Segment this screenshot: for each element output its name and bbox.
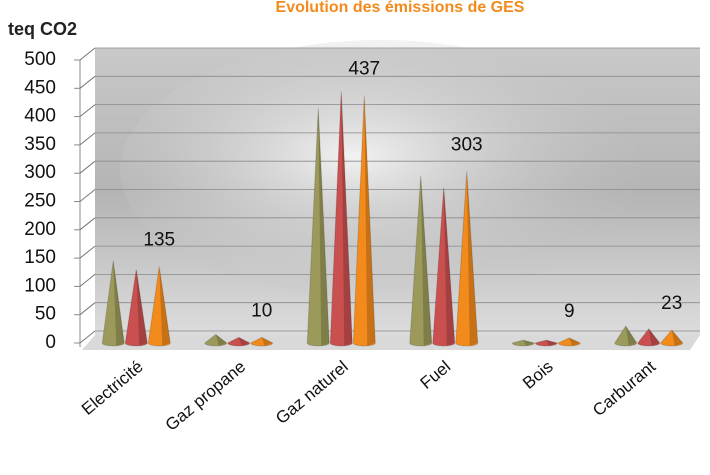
cone: [511, 339, 535, 347]
cone-shade: [364, 95, 376, 347]
grid-line: [79, 330, 96, 344]
cone: [329, 91, 353, 347]
cone: [637, 328, 661, 347]
x-tick-label: Carburant: [589, 357, 659, 420]
cone-body: [614, 325, 638, 347]
cone-body: [329, 91, 353, 347]
grid-line: [79, 75, 96, 89]
cone-shade: [238, 337, 250, 346]
cone-body: [660, 329, 684, 347]
cone-body: [101, 260, 125, 347]
cone-body: [250, 336, 274, 347]
grid-line: [79, 217, 96, 231]
y-tick-label: 0: [45, 332, 56, 353]
cone-body: [227, 336, 251, 347]
cone: [432, 187, 456, 347]
cone: [557, 337, 581, 347]
cone-body: [409, 175, 433, 347]
cone-body: [204, 333, 228, 347]
y-tick-label: 500: [24, 49, 56, 70]
cone: [534, 339, 558, 347]
grid-line: [79, 302, 96, 316]
cone: [455, 171, 479, 347]
cone-shade: [546, 340, 558, 346]
data-label: 135: [143, 230, 175, 251]
grid-line: [79, 104, 96, 117]
y-tick-label: 400: [24, 106, 56, 127]
data-label: 437: [348, 59, 380, 80]
grid-line: [79, 274, 96, 287]
cone-body: [124, 269, 148, 347]
grid-line: [79, 47, 96, 61]
y-tick-label: 450: [24, 77, 56, 98]
cone: [250, 336, 274, 347]
cone: [101, 260, 125, 347]
data-label: 303: [451, 135, 483, 156]
cone: [204, 333, 228, 347]
cone-shade: [648, 328, 660, 346]
x-tick-label: Gaz naturel: [272, 357, 352, 428]
cone-body: [637, 328, 661, 347]
cone-shade: [625, 326, 637, 346]
y-tick-label: 300: [24, 162, 56, 183]
cone-body: [455, 171, 479, 347]
data-label: 23: [661, 293, 682, 314]
cone-body: [557, 337, 581, 347]
grid-line: [79, 245, 96, 259]
cone-body: [432, 187, 456, 347]
cone-body: [534, 339, 558, 347]
y-axis-title: teq CO2: [8, 19, 77, 39]
cone-shade: [215, 334, 227, 346]
y-tick-label: 100: [24, 275, 56, 296]
cone: [227, 336, 251, 347]
cone: [147, 266, 171, 347]
cone: [306, 108, 330, 347]
y-tick-label: 200: [24, 219, 56, 240]
cone-body: [306, 108, 330, 347]
cone-body: [147, 266, 171, 347]
cone-shade: [523, 340, 535, 346]
cone: [409, 175, 433, 347]
floor: [82, 335, 700, 350]
cone: [124, 269, 148, 347]
y-tick-label: 250: [24, 191, 56, 212]
grid-line: [79, 132, 96, 146]
cone: [660, 329, 684, 347]
cone-shade: [318, 108, 330, 346]
cone-shade: [159, 266, 171, 346]
cone-shade: [420, 176, 432, 346]
grid-line: [79, 160, 96, 174]
cone-shade: [261, 337, 273, 346]
x-tick-label: Electricité: [78, 357, 147, 419]
cone-shade: [341, 91, 353, 346]
y-tick-label: 50: [35, 304, 56, 325]
cone-shade: [569, 337, 581, 346]
cone-body: [511, 339, 535, 347]
x-tick-label: Gaz propane: [162, 357, 250, 435]
cone-shade: [466, 171, 478, 346]
cone-shade: [671, 329, 683, 346]
cone: [614, 325, 638, 347]
y-tick-label: 150: [24, 247, 56, 268]
cone: [352, 95, 376, 347]
cone-shade: [113, 260, 125, 346]
data-label: 10: [251, 300, 272, 321]
cone-body: [352, 95, 376, 347]
cone-shade: [136, 269, 148, 346]
data-label: 9: [564, 301, 575, 322]
x-tick-label: Fuel: [417, 357, 455, 393]
grid-line: [79, 189, 96, 202]
y-tick-label: 350: [24, 134, 56, 155]
x-tick-label: Bois: [519, 357, 557, 393]
cone-shade: [443, 187, 455, 346]
chart-title: Evolution des émissions de GES: [276, 0, 525, 16]
